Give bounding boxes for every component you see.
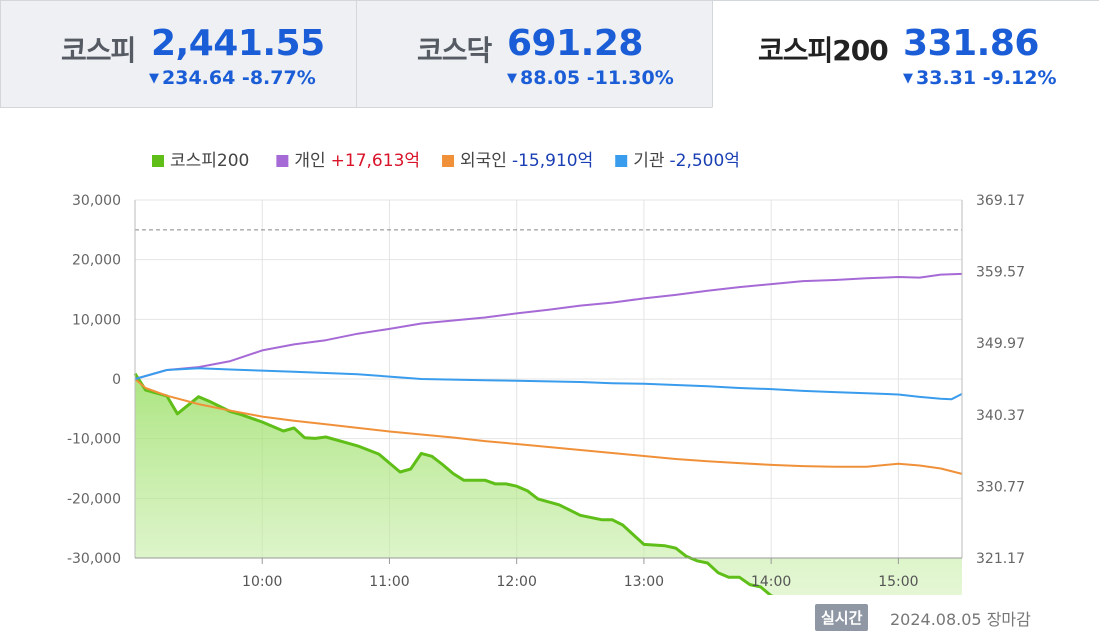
x-tick-label: 11:00 — [369, 574, 409, 590]
down-triangle-icon: ▼ — [903, 71, 913, 86]
series-area-kospi200 — [135, 373, 962, 595]
series-line-individual — [134, 272, 963, 380]
legend-swatch-institution — [615, 155, 628, 167]
left-tick-label: -10,000 — [67, 432, 121, 448]
tab-name: 코스닥 — [417, 34, 492, 67]
series-line-kospi200 — [133, 372, 775, 595]
left-tick-label: 10,000 — [72, 312, 121, 328]
down-triangle-icon: ▼ — [507, 71, 517, 86]
index-value: 691.28 — [507, 23, 643, 64]
legend-label-foreign: 외국인 — [460, 151, 507, 171]
right-tick-label: 330.77 — [976, 479, 1025, 495]
right-tick-label: 369.17 — [976, 193, 1025, 209]
series-line-foreign — [134, 378, 963, 475]
legend-label-kospi200: 코스피200 — [170, 151, 249, 171]
legend-label-institution: 기관 — [633, 151, 664, 171]
legend-label-individual: 개인 — [294, 151, 325, 171]
left-tick-label: -30,000 — [67, 551, 121, 567]
realtime-badge: 실시간 — [815, 604, 869, 631]
right-tick-label: 359.57 — [976, 265, 1025, 281]
legend-value-individual: +17,613억 — [331, 151, 420, 171]
series-line-institution — [134, 367, 963, 401]
legend-swatch-kospi200 — [152, 155, 164, 167]
investor-trend-chart: 코스피200 개인 +17,613억 외국인 -15,910억 기관 -2,500억 30,… — [67, 151, 1025, 595]
index-value: 331.86 — [903, 23, 1039, 64]
x-tick-label: 12:00 — [497, 574, 537, 590]
index-change: ▼ 88.05 -11.30% — [507, 67, 674, 89]
x-tick-label: 13:00 — [624, 574, 664, 590]
index-value: 2,441.55 — [151, 23, 325, 64]
right-tick-label: 321.17 — [976, 551, 1025, 567]
legend-value-foreign: -15,910억 — [512, 151, 593, 171]
left-tick-label: -20,000 — [67, 491, 121, 507]
legend-value-institution: -2,500억 — [670, 151, 740, 171]
left-tick-label: 30,000 — [72, 193, 121, 209]
legend-swatch-individual — [276, 155, 289, 167]
left-tick-label: 0 — [112, 372, 121, 388]
tab-kospi[interactable]: 코스피 2,441.55 ▼ 234.64 -8.77% — [0, 0, 357, 108]
index-change: ▼ 234.64 -8.77% — [149, 67, 316, 89]
tab-kosdaq[interactable]: 코스닥 691.28 ▼ 88.05 -11.30% — [356, 0, 713, 108]
tab-name: 코스피 — [61, 34, 136, 67]
market-close-timestamp: 2024.08.05 장마감 — [890, 610, 1031, 629]
tab-kospi200[interactable]: 코스피200 331.86 ▼ 33.31 -9.12% — [712, 0, 1099, 108]
x-tick-label: 10:00 — [242, 574, 282, 590]
x-tick-label: 15:00 — [878, 574, 918, 590]
index-tabs: 코스피 2,441.55 ▼ 234.64 -8.77% 코스닥 691.28 ▼… — [0, 0, 1099, 110]
x-tick-label: 14:00 — [751, 574, 791, 590]
index-change: ▼ 33.31 -9.12% — [903, 67, 1057, 89]
left-tick-label: 20,000 — [72, 253, 121, 269]
legend-swatch-foreign — [442, 155, 455, 167]
right-tick-label: 349.97 — [976, 336, 1025, 352]
tab-name: 코스피200 — [758, 34, 889, 67]
right-tick-label: 340.37 — [976, 408, 1025, 424]
down-triangle-icon: ▼ — [149, 71, 159, 86]
